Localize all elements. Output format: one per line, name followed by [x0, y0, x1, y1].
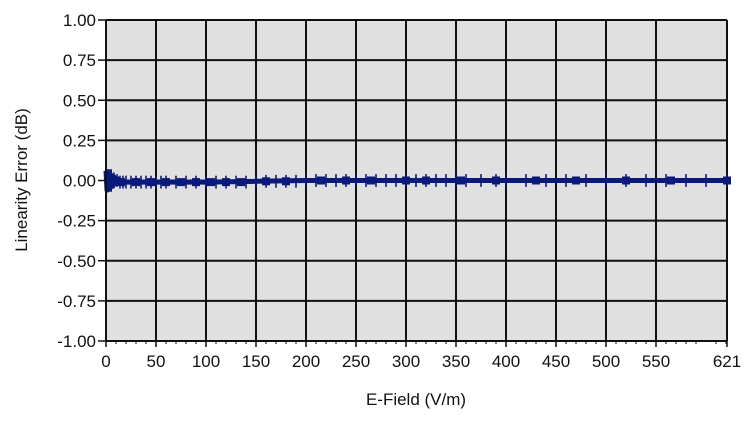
- x-tick-label: 300: [392, 352, 420, 371]
- x-tick-label: 621: [713, 352, 741, 371]
- data-marker: [342, 176, 350, 185]
- x-tick-label: 0: [101, 352, 110, 371]
- x-tick-label: 200: [292, 352, 320, 371]
- data-marker: [317, 176, 325, 185]
- data-marker: [622, 176, 630, 185]
- data-marker: [492, 176, 500, 185]
- data-marker: [532, 176, 540, 185]
- y-tick-label: -1.00: [57, 332, 96, 351]
- y-axis-label: Linearity Error (dB): [12, 108, 31, 252]
- x-tick-label: 350: [442, 352, 470, 371]
- data-marker: [572, 176, 580, 185]
- data-marker: [422, 176, 430, 185]
- data-marker: [723, 176, 731, 185]
- data-marker: [177, 178, 185, 187]
- initial-spread-band: [106, 169, 112, 192]
- y-tick-label: -0.75: [57, 292, 96, 311]
- data-marker: [147, 178, 155, 187]
- y-tick-label: -0.25: [57, 212, 96, 231]
- x-tick-label: 450: [542, 352, 570, 371]
- data-marker: [667, 176, 675, 185]
- data-marker: [457, 176, 465, 185]
- data-marker: [237, 178, 245, 187]
- ticks-layer: 0 50 100 150 200 250 300 350 400 450 500 550 621 1.00…: [57, 11, 741, 371]
- x-tick-label: 400: [492, 352, 520, 371]
- series-layer: [103, 169, 731, 193]
- x-tick-label: 250: [342, 352, 370, 371]
- x-axis-label: E-Field (V/m): [366, 390, 466, 409]
- x-tick-label: 150: [242, 352, 270, 371]
- y-tick-label: 1.00: [63, 11, 96, 30]
- y-tick-label: 0.00: [63, 172, 96, 191]
- x-tick-label: 50: [147, 352, 166, 371]
- data-marker: [162, 178, 170, 187]
- x-tick-label: 100: [192, 352, 220, 371]
- data-marker: [402, 176, 410, 185]
- data-marker: [222, 178, 230, 187]
- data-marker: [132, 178, 140, 187]
- data-marker: [117, 178, 125, 187]
- data-marker: [207, 178, 215, 187]
- data-marker: [192, 178, 200, 187]
- data-marker: [367, 176, 375, 185]
- y-tick-label: -0.50: [57, 252, 96, 271]
- x-tick-label: 550: [642, 352, 670, 371]
- y-tick-label: 0.75: [63, 51, 96, 70]
- y-tick-label: 0.25: [63, 131, 96, 150]
- data-marker: [282, 177, 290, 186]
- data-marker: [262, 177, 270, 186]
- y-tick-label: 0.50: [63, 91, 96, 110]
- x-tick-label: 500: [592, 352, 620, 371]
